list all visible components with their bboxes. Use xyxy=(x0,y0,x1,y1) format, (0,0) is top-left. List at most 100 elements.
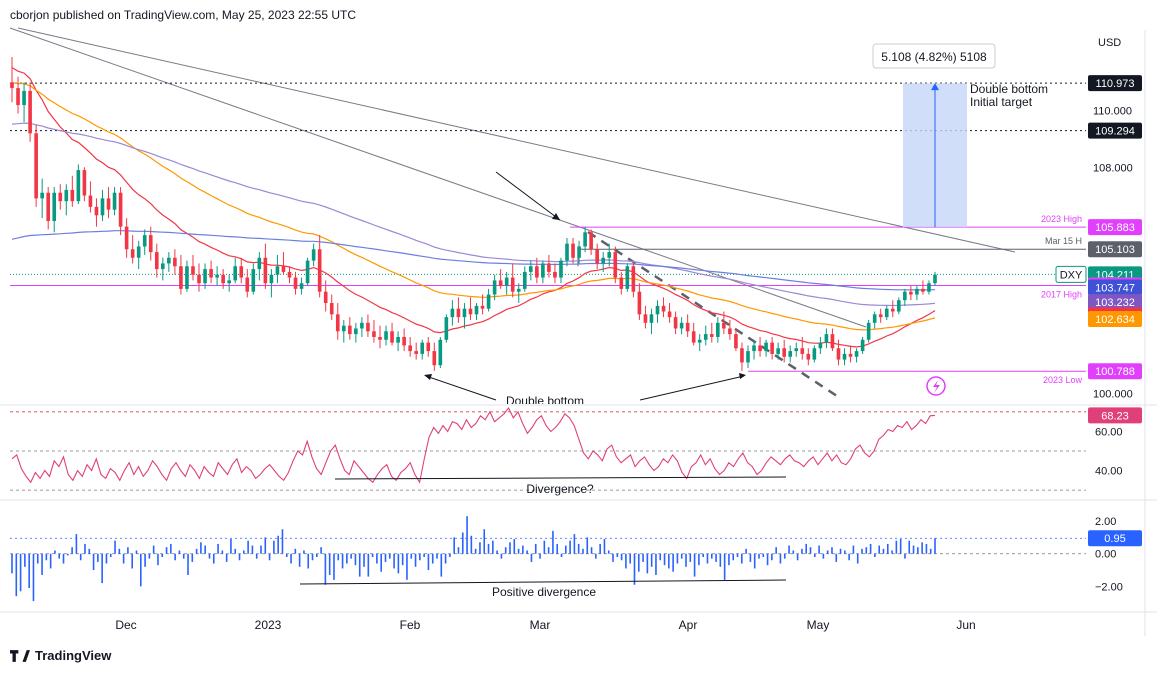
candle xyxy=(462,308,467,318)
candle xyxy=(746,351,750,363)
candle xyxy=(390,331,394,343)
lightning-icon xyxy=(933,380,940,393)
momentum-tick-label: 2.00 xyxy=(1095,516,1116,528)
long-term-trendline xyxy=(17,27,1016,253)
candle xyxy=(788,351,793,357)
rsi-value-tag xyxy=(1088,407,1142,424)
candle xyxy=(311,249,316,261)
price-tag-label: 109.294 xyxy=(1095,126,1135,138)
candle xyxy=(510,277,515,292)
tradingview-logo-icon xyxy=(10,649,30,662)
candle xyxy=(16,88,20,106)
candle xyxy=(812,348,817,360)
candle xyxy=(52,192,57,221)
candle xyxy=(257,257,262,270)
candle xyxy=(933,274,937,284)
candle xyxy=(595,249,599,264)
rsi-value-label: 68.23 xyxy=(1101,410,1129,422)
candle xyxy=(565,243,569,261)
symbol-tag xyxy=(1055,265,1087,283)
candle xyxy=(589,232,593,250)
ma-orange xyxy=(11,82,936,331)
price-tag-label: 103.747 xyxy=(1095,283,1135,295)
candle xyxy=(203,269,207,284)
candle xyxy=(106,198,111,210)
candle xyxy=(420,342,425,354)
candle xyxy=(179,266,183,289)
candle xyxy=(571,243,575,258)
candle xyxy=(516,288,521,292)
candle xyxy=(860,339,865,352)
candle xyxy=(354,328,358,335)
candle xyxy=(541,263,545,278)
candle xyxy=(740,348,744,363)
candle xyxy=(402,336,406,346)
ma-purple xyxy=(11,122,936,307)
candle xyxy=(130,249,135,258)
candle xyxy=(535,266,539,278)
candle xyxy=(269,274,274,284)
candle xyxy=(909,291,913,295)
time-axis-label: Mar xyxy=(530,618,551,632)
candle xyxy=(703,334,708,340)
candle xyxy=(305,260,310,284)
db-arrow-left-head xyxy=(424,374,432,380)
candle xyxy=(124,226,129,250)
candle xyxy=(251,269,256,292)
ma-red xyxy=(11,67,936,348)
price-tag xyxy=(1088,294,1142,311)
candle xyxy=(716,322,720,337)
candle xyxy=(384,331,388,340)
tradingview-logo[interactable]: TradingView xyxy=(10,648,111,663)
candle xyxy=(76,170,81,202)
price-tick-label: 100.000 xyxy=(1093,389,1133,401)
candle xyxy=(643,314,648,323)
candle xyxy=(348,325,352,335)
candle xyxy=(10,82,14,89)
rsi-divergence-label: Divergence? xyxy=(526,482,594,496)
momentum-value-label: 0.95 xyxy=(1104,533,1125,545)
price-tag-label: 103.232 xyxy=(1095,297,1135,309)
time-axis-label: May xyxy=(807,618,830,632)
price-tag xyxy=(1088,241,1142,258)
candle xyxy=(752,345,756,352)
candle xyxy=(818,342,823,349)
candle xyxy=(245,277,250,292)
candle xyxy=(728,328,732,335)
candle xyxy=(70,189,75,202)
price-tag xyxy=(1088,75,1142,92)
candle xyxy=(758,345,762,352)
label-mar-15-high: Mar 15 H xyxy=(1045,236,1082,246)
candle xyxy=(806,353,811,360)
candle xyxy=(522,271,527,289)
candle xyxy=(776,348,780,354)
candle xyxy=(28,90,32,134)
candle xyxy=(836,348,841,360)
label-2017-high: 2017 High xyxy=(1041,289,1082,299)
candle xyxy=(40,192,44,199)
candle xyxy=(148,235,153,253)
rsi-line xyxy=(11,406,936,484)
double-bottom-partial-label: Double bottom xyxy=(506,394,584,408)
candle xyxy=(474,305,479,315)
candle xyxy=(366,322,370,332)
candle xyxy=(866,322,871,340)
candle xyxy=(685,322,690,332)
candle xyxy=(884,308,889,318)
tradingview-brand: TradingView xyxy=(35,648,112,663)
candle xyxy=(112,192,117,210)
candle xyxy=(583,232,587,247)
candle xyxy=(878,314,883,318)
candle xyxy=(233,266,238,281)
publisher-header: cborjon published on TradingView.com, Ma… xyxy=(10,8,356,22)
time-axis-label: Dec xyxy=(115,618,136,632)
candle xyxy=(341,325,346,332)
candle xyxy=(317,249,322,292)
candle xyxy=(854,351,859,357)
candle xyxy=(293,277,298,289)
candle xyxy=(927,283,931,292)
candle xyxy=(64,189,69,202)
candle xyxy=(830,334,835,349)
currency-label: USD xyxy=(1098,37,1121,49)
candle xyxy=(335,314,340,332)
